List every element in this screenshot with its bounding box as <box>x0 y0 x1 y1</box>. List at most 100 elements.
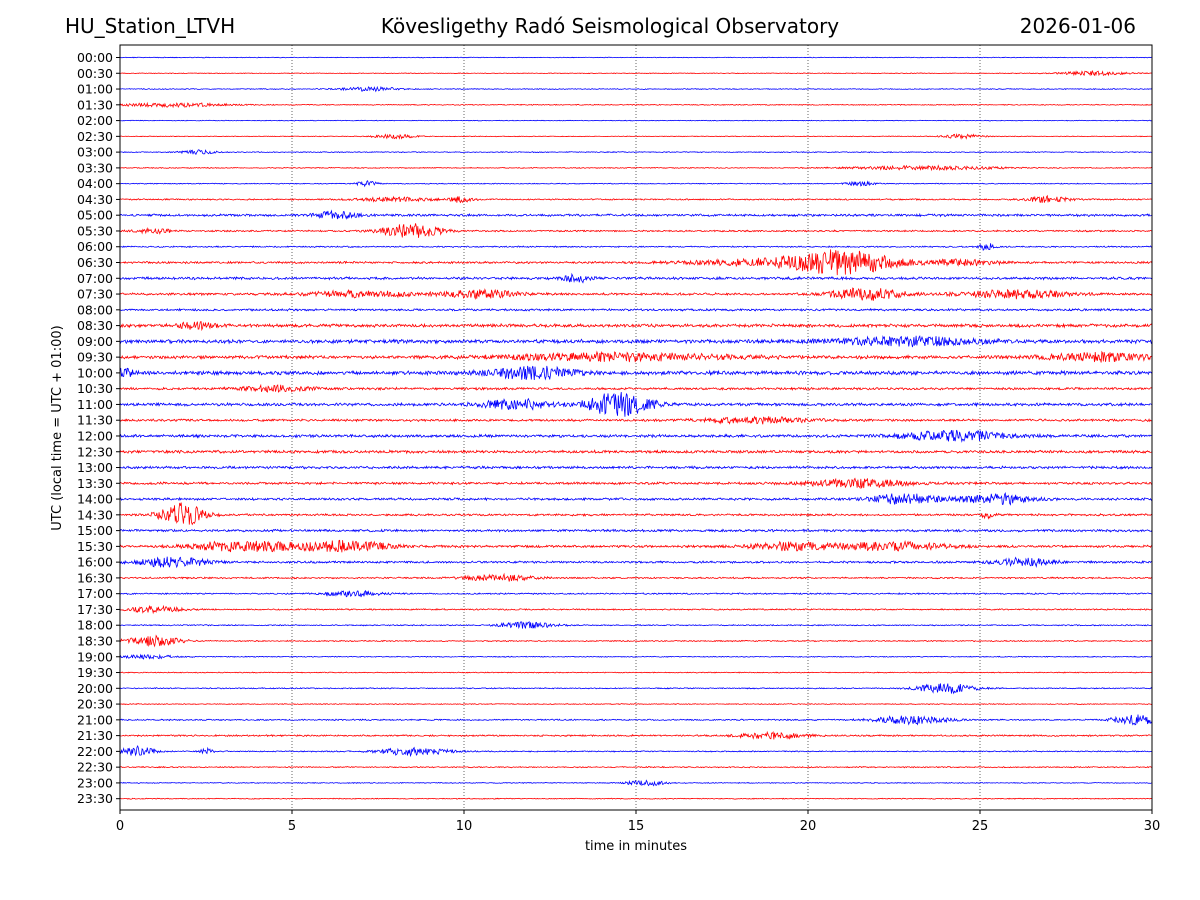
seismic-traces <box>119 56 1153 800</box>
y-tick-label: 00:30 <box>77 66 113 81</box>
trace-1300 <box>119 465 1153 470</box>
y-tick-label: 08:30 <box>77 318 113 333</box>
y-tick-label: 23:30 <box>77 791 113 806</box>
y-tick-label: 18:30 <box>77 633 113 648</box>
y-tick-label: 11:30 <box>77 413 113 428</box>
y-axis-ticks: 00:0000:3001:0001:3002:0002:3003:0003:30… <box>77 50 120 806</box>
y-tick-label: 13:00 <box>77 460 113 475</box>
y-tick-label: 16:30 <box>77 570 113 585</box>
x-tick-label-25: 25 <box>972 819 989 834</box>
trace-1330 <box>119 477 1153 490</box>
y-tick-label: 20:00 <box>77 681 113 696</box>
y-tick-label: 14:00 <box>77 492 113 507</box>
trace-0600 <box>119 243 1153 251</box>
trace-1700 <box>119 589 1153 598</box>
trace-0800 <box>119 307 1153 312</box>
x-tick-label-10: 10 <box>456 819 473 834</box>
x-tick-label-5: 5 <box>288 819 296 834</box>
y-tick-label: 17:30 <box>77 602 113 617</box>
y-tick-label: 07:30 <box>77 287 113 302</box>
trace-1100 <box>119 392 1153 417</box>
y-tick-label: 13:30 <box>77 476 113 491</box>
trace-0230 <box>119 132 1153 140</box>
trace-0500 <box>119 209 1153 220</box>
x-axis-label: time in minutes <box>585 839 687 854</box>
chart-date: 2026-01-06 <box>1019 14 1136 38</box>
y-tick-label: 07:00 <box>77 271 113 286</box>
y-tick-label: 21:00 <box>77 712 113 727</box>
trace-1530 <box>119 539 1153 553</box>
trace-0130 <box>119 101 1153 109</box>
y-tick-label: 19:00 <box>77 649 113 664</box>
y-tick-label: 11:00 <box>77 397 113 412</box>
y-tick-label: 22:30 <box>77 760 113 775</box>
trace-1630 <box>119 572 1153 582</box>
y-tick-label: 12:00 <box>77 428 113 443</box>
y-tick-label: 22:00 <box>77 744 113 759</box>
trace-0200 <box>119 119 1153 122</box>
y-tick-label: 12:30 <box>77 444 113 459</box>
y-tick-label: 03:00 <box>77 145 113 160</box>
y-tick-label: 10:30 <box>77 381 113 396</box>
trace-2100 <box>119 714 1153 726</box>
trace-1930 <box>119 671 1153 674</box>
y-tick-label: 23:00 <box>77 775 113 790</box>
trace-2030 <box>119 703 1153 706</box>
trace-0300 <box>119 149 1153 156</box>
trace-1500 <box>119 528 1153 533</box>
y-tick-label: 05:30 <box>77 223 113 238</box>
trace-2330 <box>119 797 1152 800</box>
trace-0830 <box>119 321 1153 332</box>
trace-2300 <box>119 779 1153 787</box>
y-tick-label: 16:00 <box>77 555 113 570</box>
trace-0100 <box>119 85 1153 93</box>
y-tick-label: 04:30 <box>77 192 113 207</box>
trace-1830 <box>119 634 1153 648</box>
trace-1800 <box>119 620 1153 629</box>
trace-0400 <box>119 180 1153 188</box>
trace-0630 <box>119 249 1153 276</box>
trace-1900 <box>119 653 1153 660</box>
trace-1000 <box>119 365 1153 381</box>
trace-1430 <box>119 502 1153 526</box>
trace-1400 <box>119 492 1153 506</box>
station-name: HU_Station_LTVH <box>65 14 236 38</box>
trace-0900 <box>119 335 1153 348</box>
trace-0700 <box>119 272 1153 284</box>
trace-1130 <box>119 415 1153 425</box>
trace-2000 <box>119 683 1153 695</box>
trace-1230 <box>119 449 1153 455</box>
trace-1200 <box>119 429 1153 443</box>
x-tick-label-0: 0 <box>116 819 124 834</box>
y-tick-label: 14:30 <box>77 507 113 522</box>
y-tick-label: 03:30 <box>77 160 113 175</box>
trace-0000 <box>119 56 1153 59</box>
y-tick-label: 06:00 <box>77 239 113 254</box>
trace-0030 <box>119 69 1153 77</box>
trace-0930 <box>119 350 1153 363</box>
x-axis-ticks: 0 5 10 15 20 25 30 <box>116 810 1160 834</box>
trace-1730 <box>119 604 1153 615</box>
x-tick-label-20: 20 <box>800 819 817 834</box>
trace-0330 <box>119 164 1153 172</box>
y-tick-label: 02:30 <box>77 129 113 144</box>
y-tick-label: 15:30 <box>77 539 113 554</box>
trace-0530 <box>119 223 1153 238</box>
x-tick-label-30: 30 <box>1144 819 1161 834</box>
trace-2200 <box>119 745 1153 758</box>
y-axis-label: UTC (local time = UTC + 01:00) <box>50 325 65 530</box>
y-tick-label: 15:00 <box>77 523 113 538</box>
trace-0730 <box>119 287 1153 301</box>
y-tick-label: 21:30 <box>77 728 113 743</box>
y-tick-label: 02:00 <box>77 113 113 128</box>
chart-title: Kövesligethy Radó Seismological Observat… <box>380 14 840 38</box>
y-tick-label: 08:00 <box>77 302 113 317</box>
y-tick-label: 09:00 <box>77 334 113 349</box>
y-tick-label: 20:30 <box>77 697 113 712</box>
trace-2230 <box>119 765 1153 769</box>
y-tick-label: 01:00 <box>77 82 113 97</box>
y-tick-label: 19:30 <box>77 665 113 680</box>
trace-2130 <box>119 730 1153 740</box>
y-tick-label: 01:30 <box>77 97 113 112</box>
